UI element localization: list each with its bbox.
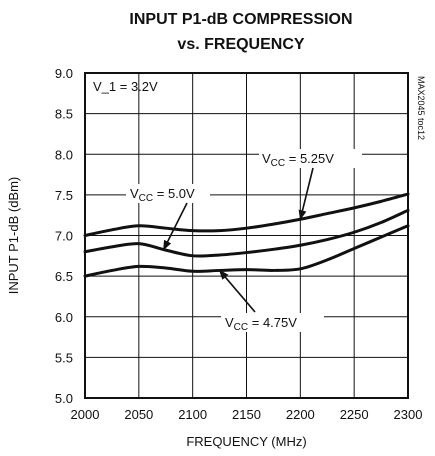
- series-lines: [83, 192, 410, 278]
- series-line-0: [83, 192, 410, 237]
- x-axis-label: FREQUENCY (MHz): [186, 434, 306, 449]
- condition-label: V_1 = 3.2V: [93, 79, 158, 94]
- annotation-background-2: [221, 313, 324, 332]
- annotation-arrow-0: [298, 167, 314, 221]
- annotation-suffix-0: = 5.25V: [285, 151, 334, 166]
- annotation-arrow-2: [218, 269, 256, 313]
- x-tick-label-2100: 2100: [178, 407, 207, 422]
- annotation-background-1: [126, 184, 210, 203]
- y-tick-label-6.5: 6.5: [55, 269, 73, 284]
- y-tick-label-5.0: 5.0: [55, 391, 73, 406]
- y-tick-label-7.5: 7.5: [55, 188, 73, 203]
- annotation-subscript-2: CC: [234, 322, 248, 333]
- grid: [84, 72, 409, 399]
- y-tick-label-9.0: 9.0: [55, 66, 73, 81]
- series-annotation-1: VCC = 5.0V: [130, 186, 195, 204]
- y-tick-label-7.0: 7.0: [55, 229, 73, 244]
- y-axis-label: INPUT P1-dB (dBm): [6, 177, 21, 295]
- series-line-2: [83, 224, 410, 278]
- annotation-prefix-2: V: [225, 315, 234, 330]
- chart-title: INPUT P1-dB COMPRESSION: [129, 11, 352, 28]
- annotation-prefix-1: V: [130, 186, 139, 201]
- series-annotation-0: VCC = 5.25V: [262, 151, 334, 169]
- tick-labels: 2000 2050 2100 2150 2200 2250 2300 5.0 5.5 6.0 6.5…: [55, 66, 423, 422]
- annotation-subscript-1: CC: [139, 193, 153, 204]
- chart-subtitle: vs. FREQUENCY: [177, 36, 304, 53]
- x-tick-label-2000: 2000: [71, 407, 100, 422]
- y-tick-label-8.5: 8.5: [55, 107, 73, 122]
- annotation-arrow-1: [162, 202, 188, 251]
- side-label: MAX2045 toc12: [416, 76, 426, 140]
- annotation-suffix-1: = 5.0V: [153, 186, 195, 201]
- series-line-1: [83, 208, 410, 258]
- x-tick-label-2050: 2050: [124, 407, 153, 422]
- x-tick-label-2150: 2150: [232, 407, 261, 422]
- annotation-background-0: [259, 149, 362, 168]
- y-tick-label-5.5: 5.5: [55, 350, 73, 365]
- annotation-prefix-0: V: [262, 151, 271, 166]
- x-tick-label-2250: 2250: [340, 407, 369, 422]
- y-tick-label-8.0: 8.0: [55, 147, 73, 162]
- annotation-suffix-2: = 4.75V: [248, 315, 297, 330]
- x-tick-label-2300: 2300: [394, 407, 423, 422]
- annotation-subscript-0: CC: [271, 158, 285, 169]
- plot-frame: [84, 72, 409, 399]
- x-tick-label-2200: 2200: [286, 407, 315, 422]
- y-tick-label-6.0: 6.0: [55, 310, 73, 325]
- series-annotation-2: VCC = 4.75V: [225, 315, 297, 333]
